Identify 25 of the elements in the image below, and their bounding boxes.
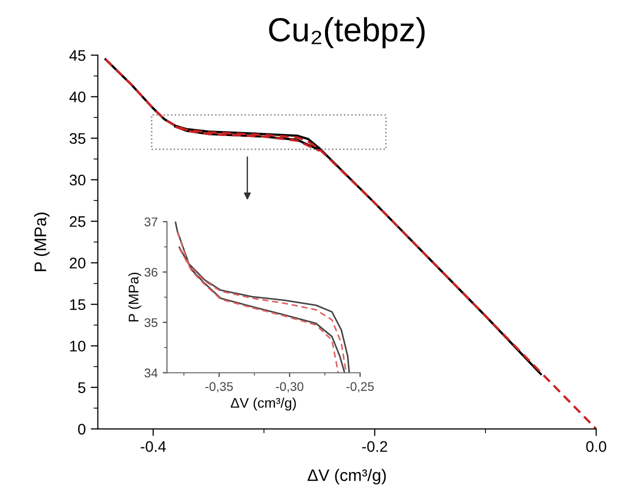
- y-tick-label: 5: [78, 382, 86, 394]
- y-tick-label: 20: [70, 258, 86, 268]
- y-axis-title: P (MPa): [34, 212, 50, 272]
- y-tick-label: 35: [144, 318, 158, 328]
- x-tick-label: -0.4: [140, 441, 166, 452]
- y-axis-title: P (MPa): [128, 272, 142, 322]
- x-tick-label: -0,35: [205, 382, 233, 392]
- y-tick-label: 45: [69, 50, 86, 61]
- x-axis-title: ΔV (cm³/g): [230, 398, 296, 411]
- y-tick-label: 37: [144, 217, 158, 226]
- y-tick-label: 10: [70, 340, 86, 352]
- y-tick-label: 25: [70, 216, 86, 227]
- y-tick-label: 36: [144, 268, 158, 277]
- x-tick-label: -0.2: [362, 441, 388, 452]
- y-tick-label: 15: [70, 299, 86, 310]
- y-tick-label: 35: [70, 133, 86, 144]
- y-tick-label: 34: [144, 368, 158, 378]
- x-tick-label: 0.0: [586, 441, 606, 452]
- y-tick-label: 40: [69, 92, 86, 102]
- x-axis-title: ΔV (cm³/g): [308, 468, 386, 484]
- chart-title: Cu₂(tebpz): [269, 17, 425, 48]
- x-tick-label: -0,25: [346, 382, 374, 392]
- y-tick-label: 30: [70, 174, 86, 186]
- y-tick-label: 0: [78, 424, 86, 435]
- x-tick-label: -0,30: [276, 382, 304, 392]
